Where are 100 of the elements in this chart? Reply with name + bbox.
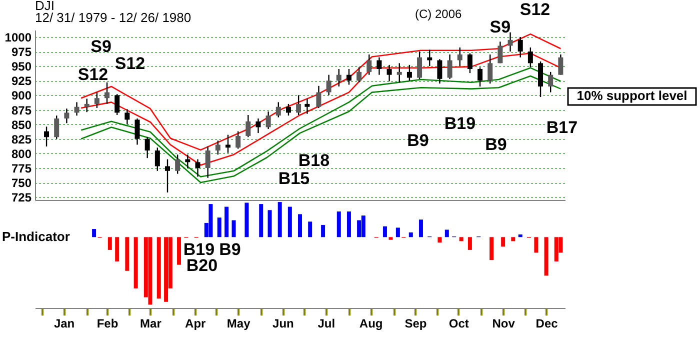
annotation: S9 xyxy=(490,18,511,37)
x-tick-label: Feb xyxy=(96,316,118,330)
candlestick xyxy=(74,102,80,116)
candlestick xyxy=(457,46,462,67)
bar xyxy=(92,229,96,238)
bar xyxy=(177,237,182,265)
bar xyxy=(418,220,423,238)
annotation: S9 xyxy=(90,37,112,56)
y-tick-label: 850 xyxy=(11,118,32,132)
candlestick xyxy=(558,54,564,76)
candlestick xyxy=(134,118,140,146)
bar xyxy=(361,216,366,238)
bar xyxy=(259,204,264,238)
candlestick xyxy=(386,64,392,82)
bar xyxy=(125,237,130,271)
candlestick xyxy=(518,36,523,58)
bar xyxy=(244,202,249,238)
y-tick-label: 725 xyxy=(11,190,32,205)
bar xyxy=(518,234,522,238)
bar xyxy=(278,202,282,238)
candlestick xyxy=(406,64,412,82)
candlestick xyxy=(326,74,332,96)
x-tick-label: Jan xyxy=(54,316,75,330)
candlestick xyxy=(528,46,533,68)
x-tick-label: May xyxy=(226,316,251,330)
x-tick-label: Apr xyxy=(185,316,206,330)
candlestick xyxy=(195,158,200,178)
bar xyxy=(308,222,312,238)
candlestick xyxy=(336,68,342,88)
candlestick xyxy=(165,158,170,194)
x-tick-label: Dec xyxy=(536,316,558,330)
y-tick-label: 800 xyxy=(11,146,32,161)
candlestick xyxy=(346,68,352,86)
text: (C) 2006 xyxy=(415,7,462,21)
candlestick xyxy=(246,114,251,138)
y-tick-label: 950 xyxy=(11,60,32,74)
candlestick xyxy=(175,154,180,174)
candlestick xyxy=(54,114,60,140)
bar xyxy=(468,237,472,250)
candlestick xyxy=(304,98,310,114)
bar xyxy=(534,237,538,253)
candlestick xyxy=(417,50,422,80)
bar xyxy=(268,210,272,238)
candlestick xyxy=(376,56,382,76)
candlestick xyxy=(437,58,442,84)
y-tick-label: 875 xyxy=(11,103,32,118)
y-tick-label: 775 xyxy=(11,161,32,176)
y-axis-title: P-Indicator xyxy=(2,229,70,244)
candlestick xyxy=(488,54,493,84)
bar xyxy=(232,220,236,238)
annotation: B20 xyxy=(186,256,218,275)
bar xyxy=(217,218,222,238)
bar xyxy=(321,224,326,238)
x-tick-label: Jul xyxy=(318,316,336,330)
bar xyxy=(544,237,548,276)
bar xyxy=(396,228,400,238)
candlestick xyxy=(356,66,362,83)
candlestick xyxy=(548,71,554,93)
y-tick-label: 925 xyxy=(11,74,32,88)
candlestick xyxy=(114,93,120,116)
annotation: B9 xyxy=(407,131,429,150)
candlestick xyxy=(396,62,402,83)
candlestick xyxy=(366,54,372,76)
chart-title: DJI xyxy=(35,0,54,13)
candlestick xyxy=(498,41,503,64)
bar xyxy=(134,237,138,288)
y-tick-label: 975 xyxy=(11,45,32,60)
x-tick-label: Sep xyxy=(404,316,427,330)
candlestick xyxy=(508,32,513,52)
candlestick xyxy=(447,54,452,80)
bar xyxy=(156,237,161,299)
bar xyxy=(208,204,213,238)
candlestick xyxy=(94,92,100,109)
candlestick xyxy=(467,52,472,74)
bar xyxy=(224,206,229,238)
annotation: B15 xyxy=(278,169,310,188)
bar xyxy=(164,237,168,302)
x-tick-label: Jun xyxy=(272,316,294,330)
candlestick xyxy=(215,140,220,156)
candlestick xyxy=(205,146,210,178)
bar xyxy=(382,226,387,238)
x-tick-label: Aug xyxy=(359,316,383,330)
bar xyxy=(108,237,112,250)
annotation: B9 xyxy=(219,240,241,259)
annotation: B18 xyxy=(298,151,330,170)
bar xyxy=(288,206,292,238)
candlestick xyxy=(256,118,261,134)
candlestick xyxy=(296,94,302,116)
candlestick xyxy=(478,66,483,88)
x-tick-label: Nov xyxy=(492,316,516,330)
bar xyxy=(388,237,393,240)
candlestick xyxy=(104,82,110,105)
bar xyxy=(554,237,558,262)
bar xyxy=(148,237,152,305)
bar xyxy=(501,237,506,247)
candlestick xyxy=(225,134,230,154)
candlestick xyxy=(427,49,432,67)
y-tick-label: 750 xyxy=(11,176,32,190)
chart-subtitle: 12/ 31/ 1979 - 12/ 26/ 1980 xyxy=(35,10,192,25)
text: 10% support level xyxy=(576,88,688,103)
